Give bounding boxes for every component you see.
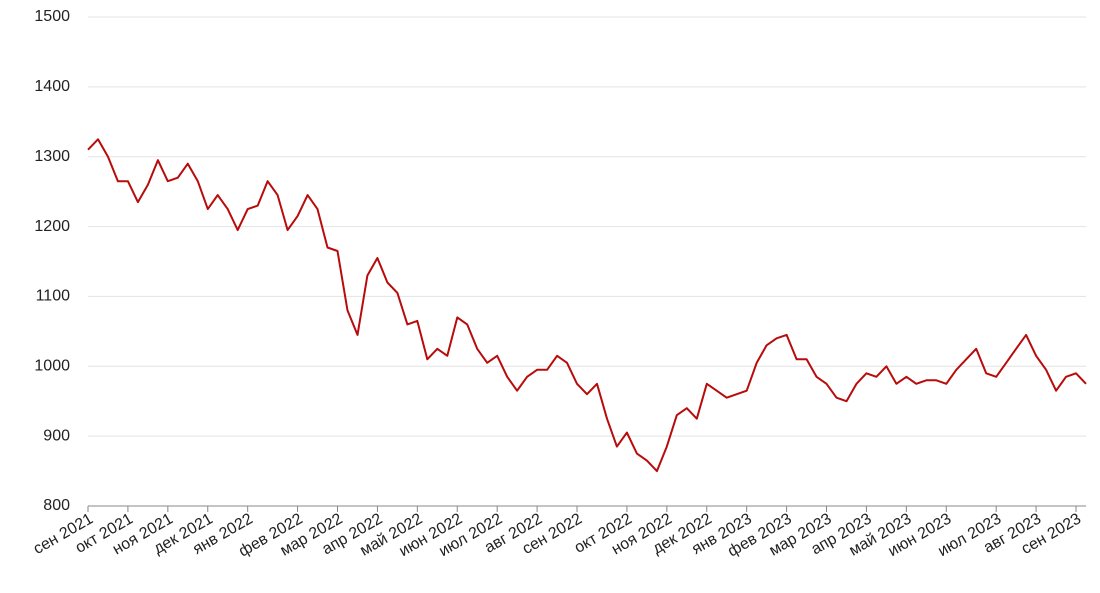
- y-tick-label: 1200: [34, 218, 70, 235]
- y-tick-label: 900: [43, 427, 70, 444]
- y-tick-label: 1500: [34, 8, 70, 25]
- y-tick-label: 1100: [36, 288, 71, 305]
- y-tick-label: 1300: [34, 148, 70, 165]
- y-tick-label: 800: [43, 497, 70, 514]
- y-tick-label: 1000: [34, 358, 70, 375]
- price-line: [87, 138, 1087, 473]
- y-tick-label: 1400: [34, 78, 70, 95]
